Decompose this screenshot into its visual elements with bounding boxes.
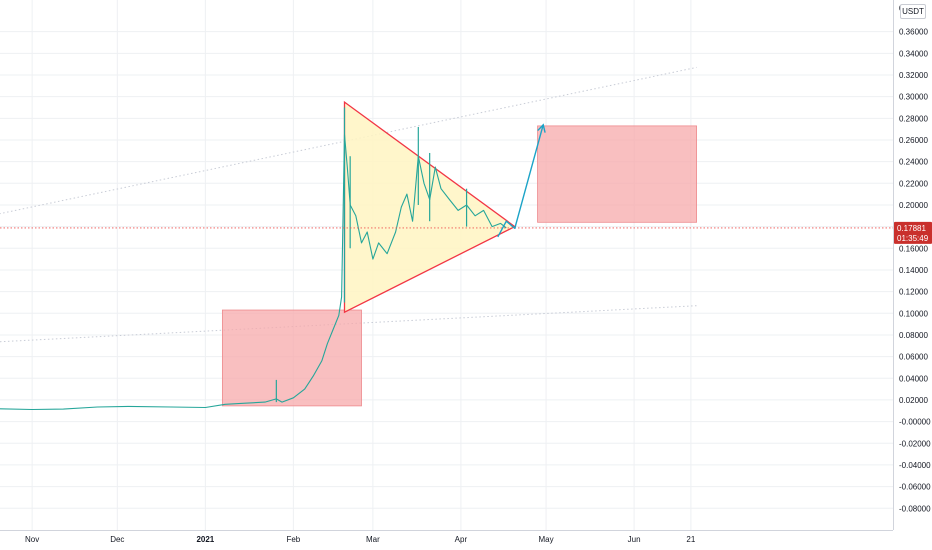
forecast-path [497,124,544,238]
chart-grid [0,0,893,530]
y-tick-label: 0.22000 [899,179,928,188]
y-tick-label: 0.24000 [899,158,928,167]
x-tick-label: Feb [286,535,300,544]
current-price-label: 0.17881 [897,224,926,233]
x-tick-label: 21 [686,535,695,544]
y-tick-label: 0.04000 [899,374,928,383]
time-axis[interactable]: Nov Dec 2021 Feb Mar Apr May Jun 21 [0,530,893,545]
current-price-countdown: 01:35:49 [897,234,929,243]
trend-lines [0,66,697,343]
chart-overlay [0,123,893,238]
y-tick-label: -0.00000 [899,418,931,427]
y-tick-label: 0.08000 [899,331,928,340]
y-tick-label: 0.16000 [899,244,928,253]
x-tick-label: May [539,535,554,544]
y-tick-label: 0.06000 [899,353,928,362]
y-tick-label: 0.30000 [899,93,928,102]
y-tick-label: 0.10000 [899,309,928,318]
x-tick-label: Dec [110,535,124,544]
price-series [0,107,507,411]
x-tick-label: Nov [25,535,39,544]
y-tick-label: 0.36000 [899,28,928,37]
x-tick-label: Jun [628,535,641,544]
y-tick-label: 0.28000 [899,114,928,123]
target-zone-lower [221,309,362,407]
y-tick-label: -0.04000 [899,461,931,470]
y-tick-label: 0.32000 [899,71,928,80]
target-zone-upper [537,125,697,223]
y-tick-label: 0.20000 [899,201,928,210]
quote-unit-badge[interactable]: USDT [900,4,926,19]
y-tick-label: 0.02000 [899,396,928,405]
price-axis[interactable]: 0.36000 0.34000 0.32000 0.30000 0.28000 0.260… [893,0,932,530]
y-tick-label: -0.06000 [899,483,931,492]
forecast-arrow-head [537,123,546,133]
y-tick-label: 0.26000 [899,136,928,145]
y-tick-label: 0.34000 [899,49,928,58]
x-tick-label: 2021 [196,535,214,544]
price-line [0,134,507,411]
y-tick-label: 0.14000 [899,266,928,275]
y-tick-label: -0.08000 [899,504,931,513]
y-tick-label: 0.12000 [899,288,928,297]
x-tick-label: Apr [455,535,468,544]
x-tick-label: Mar [366,535,380,544]
trend-line-upper [0,66,697,215]
current-price-box [894,221,932,244]
y-tick-label: -0.02000 [899,439,931,448]
